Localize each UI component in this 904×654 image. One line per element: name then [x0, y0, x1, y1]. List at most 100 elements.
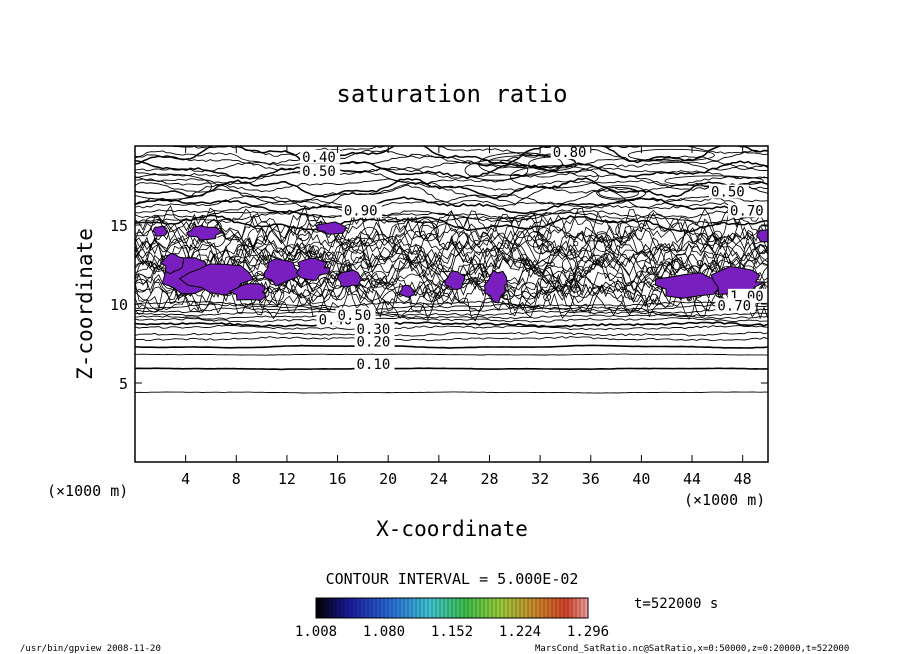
- contour-label-bg: [300, 149, 341, 164]
- contour-line: [135, 233, 768, 260]
- time-label: t=522000 s: [634, 596, 718, 612]
- contour-loop: [533, 238, 549, 255]
- contour-loop: [510, 165, 599, 189]
- x-tick-label: 48: [734, 470, 752, 488]
- contour-line: [135, 194, 768, 210]
- supersaturation-region: [185, 225, 223, 241]
- contour-line: [135, 300, 768, 308]
- contour-loop: [571, 283, 581, 293]
- contour-loop: [549, 262, 555, 267]
- contour-line: [135, 214, 768, 233]
- contour-loop: [540, 274, 559, 293]
- contour-label: 0.30: [357, 322, 391, 338]
- x-tick-label: 40: [632, 470, 650, 488]
- contour-loop: [451, 231, 469, 249]
- contour-loop: [627, 148, 715, 162]
- contour-label: 0.70: [717, 298, 751, 314]
- contour-loop: [696, 260, 703, 267]
- contour-line: [135, 177, 768, 200]
- contour-label-bg: [300, 164, 341, 179]
- supersaturation-region: [398, 284, 417, 298]
- contour-label: 0.40: [302, 150, 336, 166]
- x-axis-unit-left: (×1000 m): [47, 482, 128, 500]
- contour-line: [135, 181, 768, 206]
- contour-loop: [270, 287, 285, 302]
- contour-line: [135, 279, 768, 321]
- contour-loop: [543, 293, 552, 302]
- contour-loop: [527, 231, 544, 248]
- supersaturation-region: [444, 270, 466, 290]
- contour-line: [135, 200, 768, 223]
- x-tick-label: 44: [683, 470, 701, 488]
- contour-loop: [569, 285, 582, 298]
- contour-loop: [615, 222, 632, 239]
- plot-area: 0.100.200.300.400.500.400.500.800.500.70…: [135, 146, 768, 394]
- contour-loop: [649, 293, 659, 302]
- contour-line: [135, 183, 768, 209]
- contour-line: [135, 391, 768, 394]
- colorbar-tick-label: 1.080: [363, 624, 405, 640]
- contour-label-bg: [354, 334, 395, 349]
- contour-line: [135, 205, 768, 245]
- contour-loop: [521, 282, 539, 300]
- contour-line: [135, 324, 768, 331]
- footer-left: /usr/bin/gpview 2008-11-20: [20, 644, 161, 654]
- contour-loop: [478, 152, 563, 177]
- contour-label: 0.50: [338, 308, 372, 324]
- contour-loop: [325, 252, 334, 261]
- supersaturation-region: [228, 283, 267, 301]
- supersaturation-regions: [152, 221, 768, 304]
- supersaturation-region: [295, 257, 331, 281]
- contour-line: [135, 278, 768, 312]
- x-tick-label: 16: [329, 470, 347, 488]
- supersaturation-region: [654, 272, 730, 299]
- contour-label-bg: [354, 356, 395, 371]
- contour-loop: [236, 244, 251, 259]
- contour-loop: [569, 274, 574, 280]
- x-tick-label: 24: [430, 470, 448, 488]
- x-tick-label: 12: [278, 470, 296, 488]
- chart-title: saturation ratio: [336, 80, 567, 108]
- x-axis-unit-right: (×1000 m): [684, 491, 765, 509]
- contour-label: 0.90: [344, 204, 378, 220]
- z-axis-label: Z-coordinate: [73, 228, 97, 380]
- contour-loop: [646, 267, 653, 274]
- colorbar-stripes: [315, 598, 589, 618]
- colorbar-tick-label: 1.008: [295, 624, 337, 640]
- contour-line: [135, 336, 768, 342]
- z-tick-label: 10: [110, 296, 128, 314]
- contour-loop: [712, 230, 723, 240]
- contour-label-bg: [335, 307, 376, 322]
- contour-label-bg: [341, 203, 382, 218]
- contour-line: [135, 321, 768, 328]
- z-tick-label: 15: [110, 217, 128, 235]
- x-axis-ticks: 4 8 12 16 20 24 28 32 36 40 44 48: [181, 146, 752, 488]
- contour-loop: [308, 241, 325, 258]
- colorbar-tick-label: 1.224: [499, 624, 541, 640]
- contour-loop: [537, 227, 552, 242]
- contour-label: 0.20: [357, 335, 391, 351]
- contour-label-bg: [550, 146, 591, 160]
- contour-loop: [570, 249, 577, 256]
- x-tick-label: 4: [181, 470, 190, 488]
- contour-label: 0.50: [711, 185, 745, 201]
- contour-line: [135, 353, 768, 356]
- footer-right: MarsCond_SatRatio.nc@SatRatio,x=0:50000,…: [535, 644, 849, 654]
- contour-line: [135, 316, 768, 323]
- contour-label-bg: [709, 184, 750, 199]
- contour-loop: [593, 233, 613, 252]
- colorbar-tick-label: 1.296: [567, 624, 609, 640]
- contour-line: [135, 314, 768, 320]
- contour-loop: [135, 278, 148, 293]
- contour-label-bg: [354, 322, 395, 337]
- x-tick-label: 8: [232, 470, 241, 488]
- contour-label-bg: [728, 203, 768, 218]
- x-axis-label: X-coordinate: [376, 517, 528, 541]
- colorbar-ticks: 1.008 1.080 1.152 1.224 1.296: [295, 624, 609, 640]
- contour-loop: [422, 283, 441, 302]
- contour-loop: [561, 257, 577, 272]
- contour-label: 0.70: [730, 204, 764, 220]
- contour-line: [135, 344, 768, 349]
- x-tick-label: 36: [582, 470, 600, 488]
- contour-loop: [542, 240, 554, 253]
